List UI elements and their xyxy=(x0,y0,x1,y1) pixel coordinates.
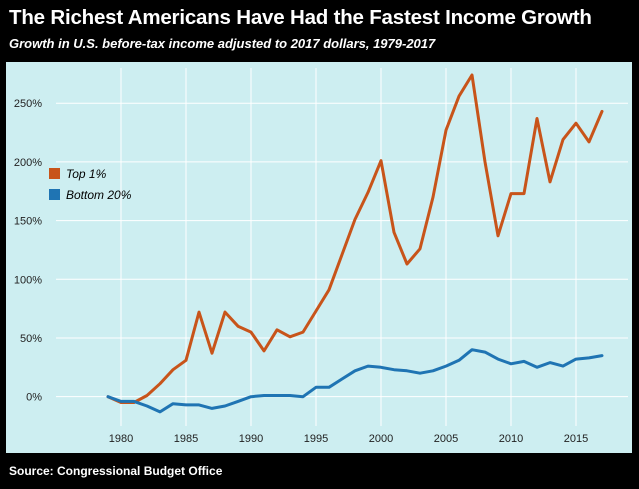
x-tick-label: 2000 xyxy=(369,433,393,445)
x-tick-label: 1990 xyxy=(239,433,263,445)
chart-header: The Richest Americans Have Had the Faste… xyxy=(0,0,639,62)
x-tick-label: 2005 xyxy=(434,433,458,445)
tick-labels: 0% 50% 100% 150% 200% 250% 1980 1985 1990 1995 200… xyxy=(14,98,588,445)
chart-footer: Source: Congressional Budget Office xyxy=(0,456,639,489)
x-tick-label: 1995 xyxy=(304,433,328,445)
chart-subtitle: Growth in U.S. before-tax income adjuste… xyxy=(9,36,436,51)
y-tick-label: 0% xyxy=(26,392,42,404)
source-note: Source: Congressional Budget Office xyxy=(9,464,223,478)
legend-label-bottom20: Bottom 20% xyxy=(66,188,132,202)
y-tick-label: 250% xyxy=(14,98,42,110)
y-tick-label: 150% xyxy=(14,216,42,228)
y-tick-label: 100% xyxy=(14,274,42,286)
series-line-top1 xyxy=(106,73,604,404)
y-tick-label: 50% xyxy=(20,333,42,345)
legend: Top 1% Bottom 20% xyxy=(49,167,132,202)
x-tick-label: 1980 xyxy=(109,433,133,445)
legend-swatch-top1 xyxy=(49,168,60,179)
grid-lines xyxy=(56,68,628,426)
y-tick-label: 200% xyxy=(14,157,42,169)
line-chart: 0% 50% 100% 150% 200% 250% 1980 1985 1990 1995 200… xyxy=(14,68,628,445)
series-lines xyxy=(106,73,604,414)
x-tick-label: 1985 xyxy=(174,433,198,445)
x-tick-label: 2010 xyxy=(499,433,523,445)
plot-area: 0% 50% 100% 150% 200% 250% 1980 1985 1990 1995 200… xyxy=(6,62,632,453)
legend-label-top1: Top 1% xyxy=(66,167,107,181)
series-line-bottom20 xyxy=(106,348,604,414)
x-tick-label: 2015 xyxy=(564,433,588,445)
chart-title: The Richest Americans Have Had the Faste… xyxy=(9,6,592,29)
legend-swatch-bottom20 xyxy=(49,189,60,200)
